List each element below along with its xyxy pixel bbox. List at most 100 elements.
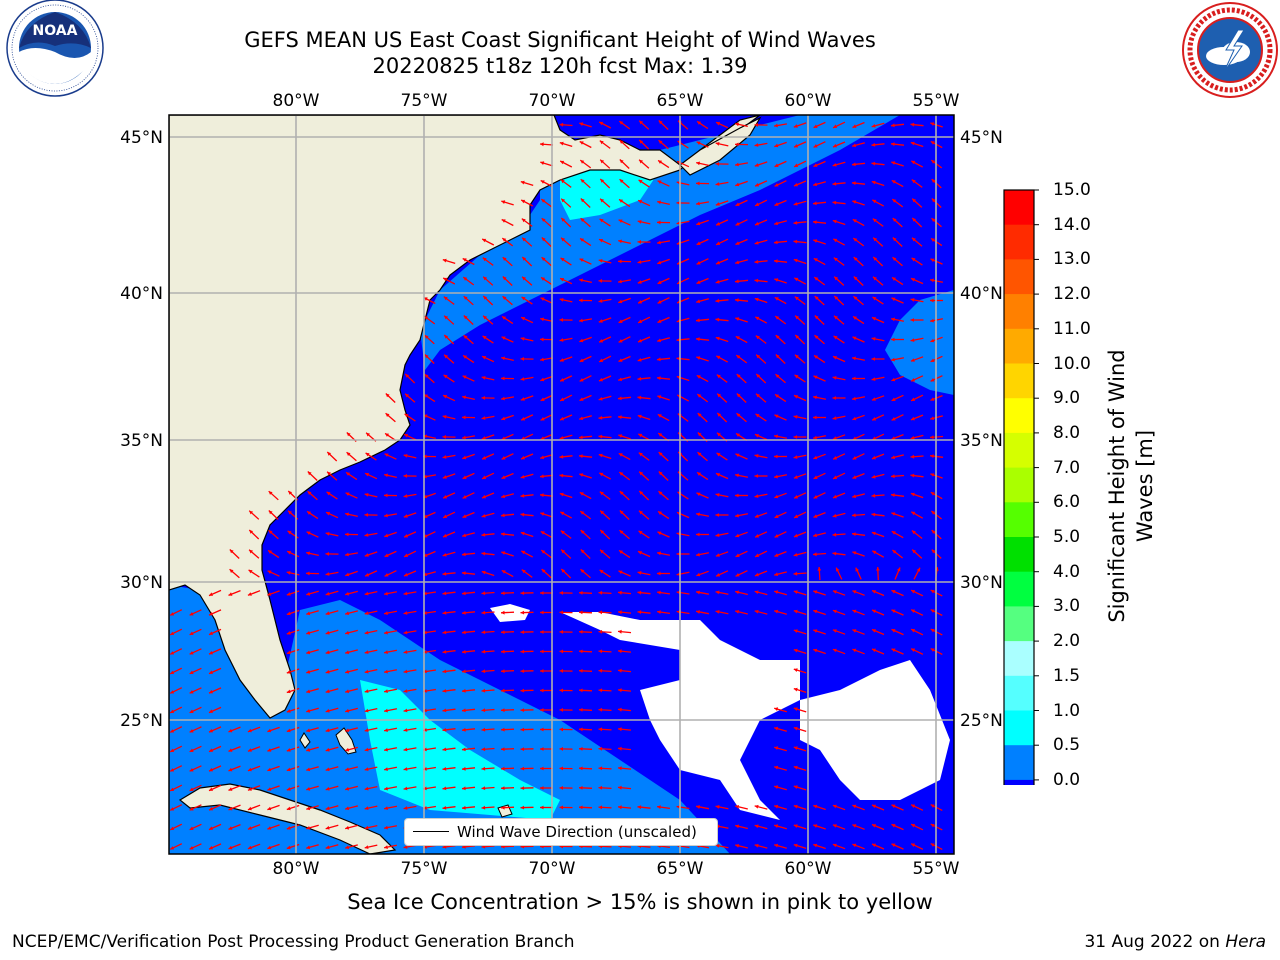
wave-direction-arrowhead bbox=[832, 200, 837, 205]
wave-direction-arrowhead bbox=[559, 358, 564, 362]
wave-direction-arrowhead bbox=[832, 513, 837, 518]
wave-direction-arrowhead bbox=[423, 630, 427, 635]
wave-direction-arrowhead bbox=[170, 826, 175, 830]
wave-direction-arrowhead bbox=[755, 335, 760, 340]
wave-direction-arrowhead bbox=[658, 160, 663, 164]
wave-direction-arrowhead bbox=[559, 436, 564, 440]
wave-direction-arrowhead bbox=[814, 355, 818, 359]
wave-direction-arrowhead bbox=[384, 767, 388, 771]
wave-direction-arrowhead bbox=[754, 590, 759, 595]
wave-direction-arrowhead bbox=[462, 455, 467, 460]
wave-direction-arrowhead bbox=[286, 826, 291, 830]
wave-direction-arrowhead bbox=[247, 748, 252, 752]
wave-direction-arrowhead bbox=[775, 394, 779, 398]
wave-direction-arrowhead bbox=[540, 297, 545, 301]
wave-direction-arrowhead bbox=[852, 416, 857, 421]
wave-direction-arrowhead bbox=[481, 708, 486, 713]
wave-direction-arrowhead bbox=[618, 219, 623, 223]
wave-direction-arrowhead bbox=[403, 845, 408, 849]
wave-direction-arrowhead bbox=[520, 531, 525, 536]
wave-direction-arrowhead bbox=[813, 144, 818, 148]
wave-direction-arrowhead bbox=[306, 748, 311, 752]
wave-direction-arrowhead bbox=[853, 238, 858, 242]
wave-direction-arrowhead bbox=[521, 317, 526, 321]
wave-direction-arrowhead bbox=[423, 767, 427, 771]
wave-direction-arrowhead bbox=[832, 629, 837, 633]
wave-direction-arrowhead bbox=[325, 611, 330, 616]
wave-direction-arrowhead bbox=[696, 221, 701, 226]
wave-direction-arrowhead bbox=[423, 650, 427, 654]
wave-direction-arrowhead bbox=[228, 728, 233, 733]
wave-direction-arrowhead bbox=[774, 434, 778, 439]
wave-direction-arrowhead bbox=[286, 650, 291, 655]
wave-direction-arrowhead bbox=[832, 219, 837, 224]
wave-direction-arrowhead bbox=[482, 257, 487, 262]
wave-direction-arrowhead bbox=[483, 276, 488, 281]
wave-direction-arrowhead bbox=[794, 533, 798, 538]
wave-direction-arrowhead bbox=[579, 435, 583, 440]
wave-direction-arrowhead bbox=[501, 727, 505, 732]
wave-direction-arrowhead bbox=[774, 726, 779, 731]
wave-direction-arrowhead bbox=[541, 218, 546, 222]
wave-direction-arrowhead bbox=[599, 358, 604, 362]
wave-direction-arrowhead bbox=[345, 630, 350, 635]
wave-direction-arrowhead bbox=[618, 785, 622, 790]
wave-direction-arrowhead bbox=[579, 727, 583, 732]
wave-direction-arrowhead bbox=[403, 786, 408, 791]
wave-direction-arrowhead bbox=[462, 630, 466, 635]
wave-direction-arrowhead bbox=[756, 354, 761, 359]
wave-direction-arrowhead bbox=[638, 200, 643, 204]
legend-label: Wind Wave Direction (unscaled) bbox=[457, 823, 697, 841]
wave-direction-arrowhead bbox=[735, 279, 739, 284]
wave-direction-arrowhead bbox=[657, 220, 661, 225]
wave-direction-arrowhead bbox=[735, 805, 739, 809]
wave-direction-arrowhead bbox=[834, 315, 838, 320]
wave-direction-arrowhead bbox=[618, 805, 622, 810]
wave-direction-arrowhead bbox=[696, 532, 700, 537]
wave-direction-arrowhead bbox=[754, 163, 759, 167]
lat-label-right: 40°N bbox=[960, 284, 1003, 304]
wave-direction-arrowhead bbox=[403, 474, 407, 478]
wave-direction-arrowhead bbox=[559, 298, 564, 302]
colorbar-tick-label: 15.0 bbox=[1053, 180, 1091, 200]
land-bahamas bbox=[335, 727, 357, 755]
wave-direction-arrowhead bbox=[832, 181, 837, 186]
wave-direction-arrowhead bbox=[306, 689, 311, 694]
wave-direction-arrowhead bbox=[891, 804, 896, 809]
wave-direction-arrowhead bbox=[657, 571, 661, 576]
colorbar-segment bbox=[1004, 432, 1034, 469]
wave-direction-arrowhead bbox=[424, 316, 429, 320]
wave-direction-arrowhead bbox=[384, 573, 389, 577]
wave-direction-arrowhead bbox=[774, 765, 779, 770]
wave-direction-arrowhead bbox=[559, 786, 563, 790]
wave-direction-arrowhead bbox=[657, 376, 661, 381]
lon-label-top: 75°W bbox=[401, 91, 448, 111]
wave-direction-arrowhead bbox=[559, 805, 563, 810]
wave-direction-arrowhead bbox=[892, 550, 897, 554]
wave-direction-arrowhead bbox=[579, 338, 584, 343]
wave-direction-arrowhead bbox=[736, 433, 740, 437]
wave-direction-arrowhead bbox=[793, 220, 798, 225]
wave-direction-arrowhead bbox=[697, 452, 702, 456]
wave-direction-arrowhead bbox=[559, 338, 564, 342]
wave-direction-arrowhead bbox=[307, 471, 312, 476]
wave-direction-arrowhead bbox=[775, 374, 780, 378]
wave-direction-arrowhead bbox=[268, 510, 273, 515]
wave-direction-arrowhead bbox=[345, 572, 350, 577]
wave-direction-arrowhead bbox=[774, 609, 779, 614]
wave-direction-arrowhead bbox=[267, 845, 272, 850]
wave-direction-arrowhead bbox=[442, 669, 447, 674]
wave-direction-arrowhead bbox=[561, 549, 566, 554]
wave-direction-arrowhead bbox=[600, 198, 604, 203]
wave-direction-arrowhead bbox=[618, 396, 622, 401]
lon-label-bottom: 55°W bbox=[913, 859, 960, 879]
wave-direction-arrowhead bbox=[559, 318, 563, 322]
wave-direction-arrowhead bbox=[561, 198, 566, 203]
wave-direction-arrowhead bbox=[366, 432, 370, 437]
wave-direction-arrowhead bbox=[444, 315, 449, 320]
wave-direction-arrowhead bbox=[443, 277, 448, 282]
wave-direction-arrowhead bbox=[754, 454, 759, 458]
wave-direction-arrowhead bbox=[832, 376, 837, 380]
wave-direction-arrowhead bbox=[676, 201, 680, 205]
wave-direction-arrowhead bbox=[423, 806, 427, 810]
